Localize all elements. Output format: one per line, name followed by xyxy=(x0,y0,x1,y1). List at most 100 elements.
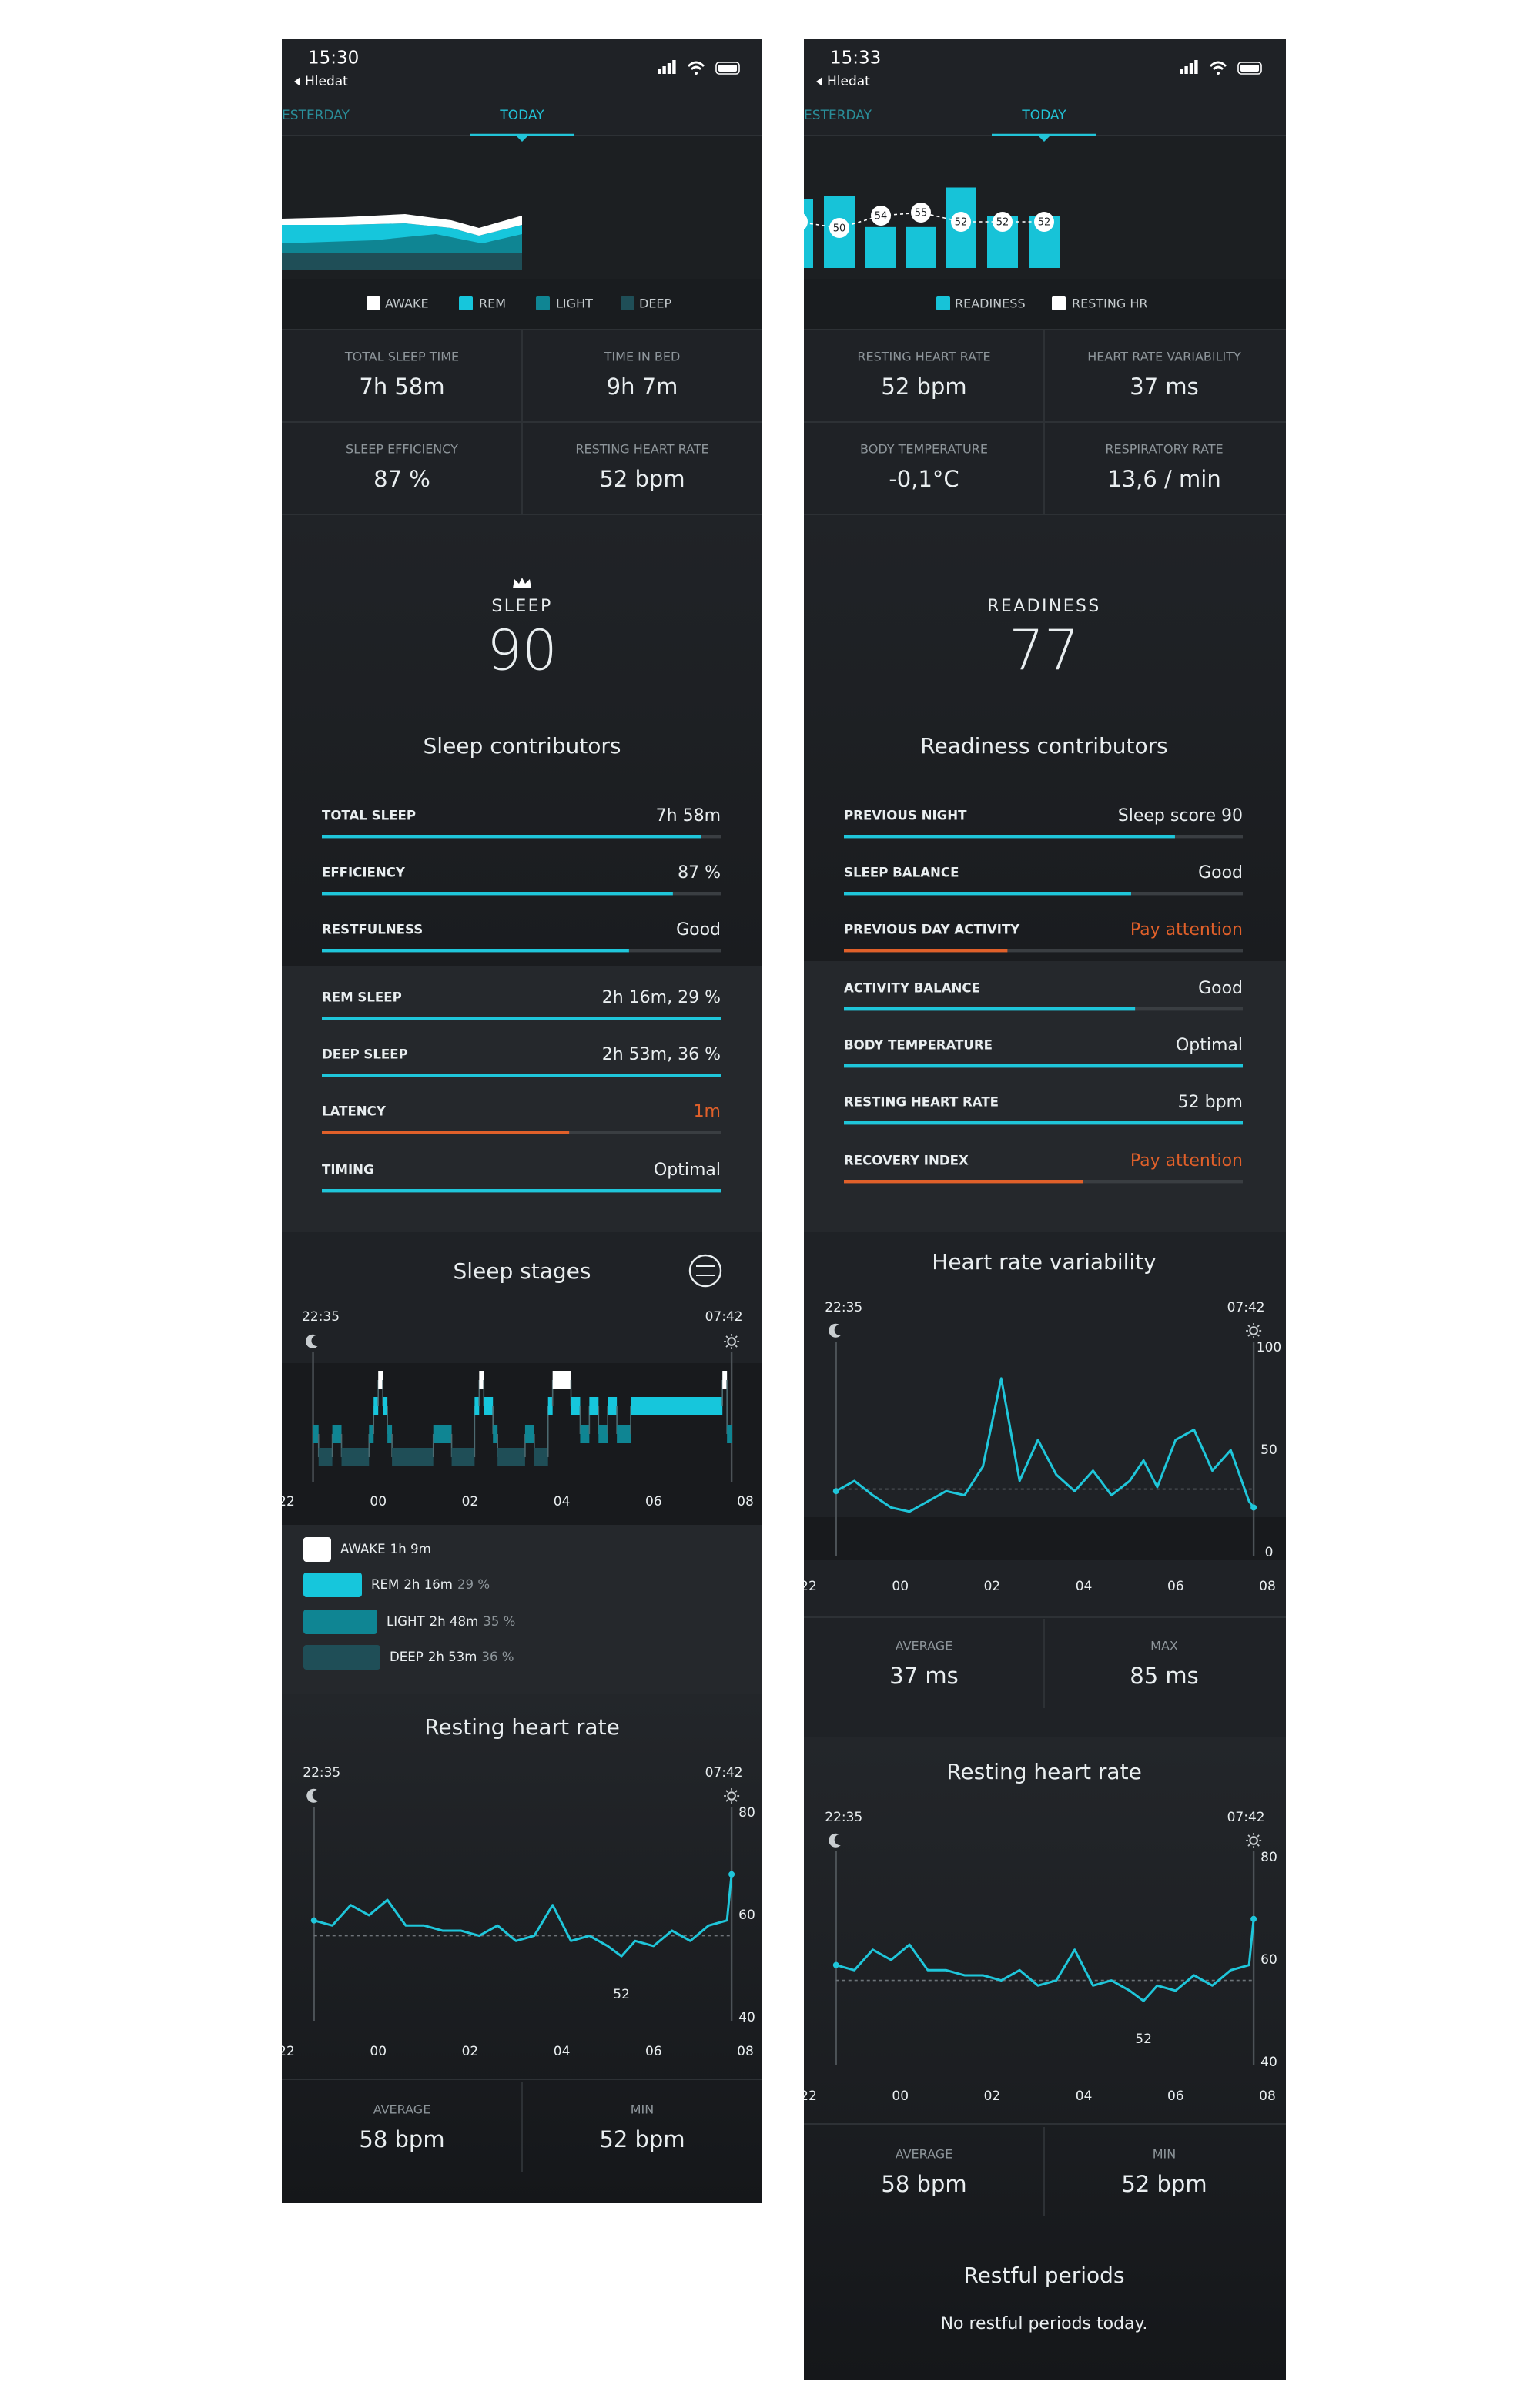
score-label: SLEEP xyxy=(491,597,552,616)
stage-duration: 2h 53m xyxy=(428,1650,477,1664)
contributor-label: REM SLEEP xyxy=(322,990,402,1005)
contributor-label: PREVIOUS DAY ACTIVITY xyxy=(844,923,1020,937)
sun-icon xyxy=(727,1337,736,1346)
contributor-bar xyxy=(844,1064,1243,1068)
stage-name: AWAKE xyxy=(340,1542,386,1556)
contributor-label: LATENCY xyxy=(322,1104,387,1119)
legend-label: READINESS xyxy=(955,296,1026,311)
tab[interactable]: YESTERDAY xyxy=(795,108,872,123)
end-dot xyxy=(1250,1915,1257,1922)
y-tick-label: 40 xyxy=(1260,2055,1277,2070)
stage-segment xyxy=(378,1371,383,1389)
start-dot xyxy=(310,1917,317,1924)
stage-segment xyxy=(524,1425,534,1443)
contributor-label: RECOVERY INDEX xyxy=(844,1154,969,1168)
back-arrow xyxy=(816,77,822,86)
metric-label: HEART RATE VARIABILITY xyxy=(1087,350,1241,364)
stage-segment xyxy=(631,1397,723,1415)
tab-active[interactable]: TODAY xyxy=(1021,108,1066,123)
sun-ray xyxy=(735,1335,738,1338)
stage-segment xyxy=(451,1448,475,1466)
metric-label: RESTING HEART RATE xyxy=(575,442,708,457)
moon-icon xyxy=(306,1788,319,1803)
contributor-bar xyxy=(844,835,1175,839)
contributor-value: 2h 16m, 29 % xyxy=(602,988,721,1007)
y-tick-label: 80 xyxy=(738,1805,755,1821)
phone-screen: 15:30 Hledat YESTERDAY TODAY AWAKE REM LIGHT DE… xyxy=(273,39,762,2203)
contributor-label: TOTAL SLEEP xyxy=(322,809,416,823)
moon-icon xyxy=(306,1334,318,1348)
x-tick-label: 00 xyxy=(892,2089,909,2104)
status-time: 15:33 xyxy=(830,49,881,69)
stage-segment xyxy=(727,1425,732,1443)
metric-label: BODY TEMPERATURE xyxy=(860,442,988,457)
stage-segment xyxy=(383,1397,388,1415)
stage-segment xyxy=(313,1425,319,1443)
metric-value: -0,1°C xyxy=(889,466,959,492)
stat-value: 58 bpm xyxy=(359,2126,444,2152)
section-background xyxy=(282,1232,762,1363)
y-tick-label: 80 xyxy=(1260,1850,1277,1865)
contributor-label: RESTFULNESS xyxy=(322,923,423,937)
metric-label: RESPIRATORY RATE xyxy=(1105,442,1223,457)
y-tick-label: 60 xyxy=(1260,1952,1277,1968)
x-tick-label: 22 xyxy=(800,2089,817,2104)
battery-level xyxy=(718,65,737,72)
hr-dot-label: 52 xyxy=(792,217,805,229)
section-title: Restful periods xyxy=(963,2263,1124,2288)
start-dot xyxy=(832,1961,839,1968)
stage-segment xyxy=(474,1397,480,1415)
sun-ray xyxy=(735,1799,738,1802)
contributor-bar xyxy=(844,1007,1136,1011)
min-label: 52 xyxy=(613,1987,630,2002)
contributor-bar xyxy=(844,1121,1243,1125)
stage-segment xyxy=(392,1448,434,1466)
x-tick-label: 04 xyxy=(1076,1579,1093,1594)
contributor-bar xyxy=(322,1189,721,1193)
stage-share: 35 % xyxy=(483,1614,515,1629)
signal-bar xyxy=(1189,63,1194,74)
area-rem xyxy=(282,223,522,243)
y-tick-label: 40 xyxy=(738,2010,755,2025)
section-background xyxy=(804,961,1286,1232)
contributor-track xyxy=(844,949,1243,953)
y-tick-label: 100 xyxy=(1257,1340,1281,1355)
metric-value: 87 % xyxy=(373,466,430,492)
stage-legend-entry: LIGHT 2h 48m 35 % xyxy=(387,1614,515,1629)
contributor-bar xyxy=(844,892,1131,896)
sun-ray xyxy=(725,1799,728,1802)
contributor-value: Pay attention xyxy=(1130,920,1243,940)
x-tick-label: 04 xyxy=(554,2044,571,2059)
stage-legend-entry: REM 2h 16m 29 % xyxy=(371,1577,490,1592)
hr-dot xyxy=(829,218,849,238)
phone-screen: 15:33 Hledat YESTERDAY TODAY READINESS RESTIN… xyxy=(792,39,1286,2380)
metric-label: TOTAL SLEEP TIME xyxy=(344,350,459,364)
signal-bar xyxy=(658,69,661,74)
hr-dot-label: 52 xyxy=(1038,217,1051,229)
stage-segment xyxy=(332,1425,342,1443)
signal-bar xyxy=(667,63,671,74)
stage-swatch xyxy=(303,1610,377,1634)
metric-value: 9h 7m xyxy=(607,374,678,400)
metric-value: 52 bpm xyxy=(599,466,685,492)
contributor-value: Pay attention xyxy=(1130,1151,1243,1171)
hr-dot xyxy=(871,206,891,226)
legend-label: DEEP xyxy=(639,296,672,311)
wifi-dot xyxy=(695,72,698,75)
stage-segment xyxy=(608,1397,618,1415)
tab[interactable]: YESTERDAY xyxy=(273,108,350,123)
chart-title: Resting heart rate xyxy=(424,1714,620,1740)
contributor-label: PREVIOUS NIGHT xyxy=(844,809,967,823)
x-tick-label: 02 xyxy=(462,2044,479,2059)
tab-active[interactable]: TODAY xyxy=(499,108,544,123)
section-background xyxy=(282,39,762,136)
stage-segment xyxy=(318,1448,333,1466)
y-tick-label: 50 xyxy=(1260,1442,1277,1458)
hr-dot-label: 52 xyxy=(955,217,968,229)
signal-bar xyxy=(1194,60,1198,74)
stage-legend-entry: DEEP 2h 53m 36 % xyxy=(390,1650,514,1664)
stage-segment xyxy=(433,1425,452,1443)
data-line xyxy=(313,1874,733,1958)
chart-settings-button[interactable] xyxy=(688,1254,722,1288)
stat-label: AVERAGE xyxy=(896,1639,953,1653)
